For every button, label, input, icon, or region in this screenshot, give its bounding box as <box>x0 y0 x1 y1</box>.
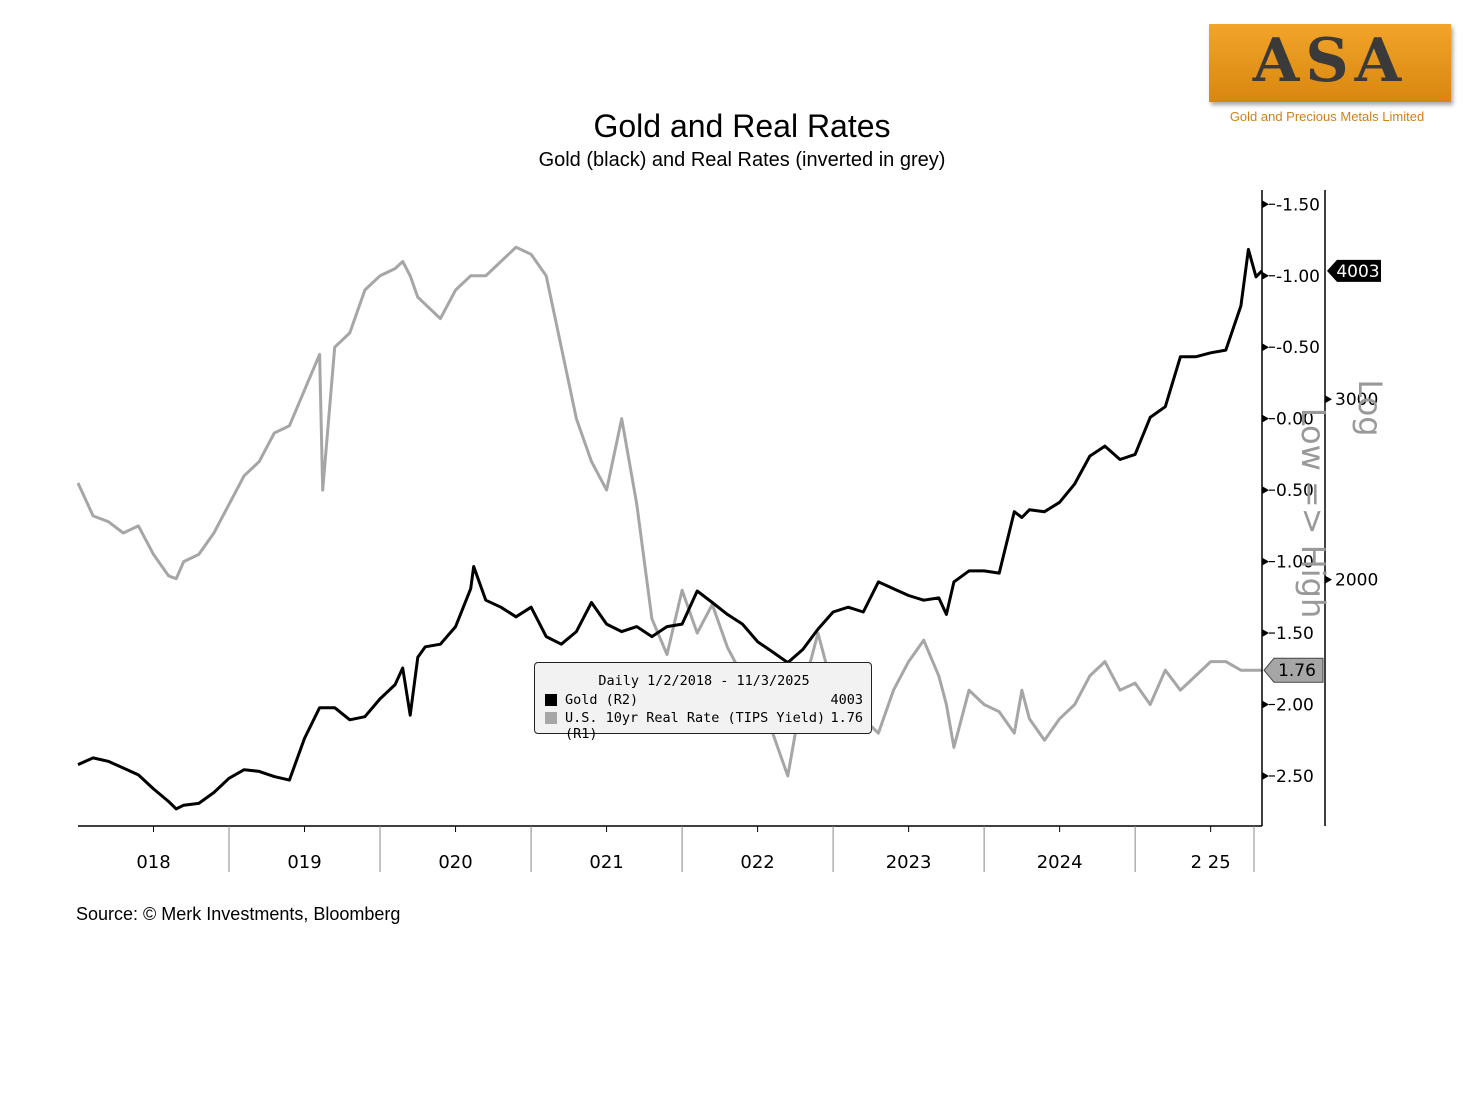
r1-tick-label: -1.00 <box>1276 267 1320 287</box>
x-tick-label: 019 <box>287 852 321 873</box>
legend-name-gold: Gold (R2) <box>565 692 639 708</box>
r1-tick-mark <box>1262 200 1269 209</box>
r2-axis-label: Log <box>1351 379 1389 436</box>
x-tick-label: 022 <box>740 852 774 873</box>
real-rate-last-value-label: 1.76 <box>1278 661 1316 681</box>
real-rate-last-value-tag <box>1263 657 1324 683</box>
logo-tagline: Gold and Precious Metals Limited <box>1229 109 1425 124</box>
legend-name-real-rate: U.S. 10yr Real Rate (TIPS Yield) (R1) <box>565 710 826 742</box>
legend-swatch-gold <box>545 694 557 706</box>
r1-tick-label: 1.50 <box>1276 624 1314 644</box>
r1-tick-label: 0.00 <box>1276 410 1314 430</box>
legend-value-real-rate: 1.76 <box>830 710 863 726</box>
r1-tick-mark <box>1262 629 1269 638</box>
chart-subtitle: Gold (black) and Real Rates (inverted in… <box>538 149 946 171</box>
r1-tick-mark <box>1262 271 1269 280</box>
logo-text: ASA <box>1252 26 1408 96</box>
x-tick-label: 2 25 <box>1191 852 1231 873</box>
r2-tick-label: 3000 <box>1335 390 1378 410</box>
legend-header: Daily 1/2/2018 - 11/3/2025 <box>598 673 810 689</box>
r1-tick-mark <box>1262 557 1269 566</box>
r1-tick-mark <box>1262 700 1269 709</box>
r1-tick-mark <box>1262 414 1269 423</box>
r1-axis-label: Low => High <box>1294 408 1332 619</box>
x-tick-label: 2023 <box>886 852 932 873</box>
r1-tick-label: 2.00 <box>1276 696 1314 716</box>
gold-line <box>77 247 1264 811</box>
x-tick-label: 018 <box>136 852 170 873</box>
legend-item-gold: Gold (R2) 4003 <box>545 692 863 710</box>
legend-swatch-real-rate <box>545 712 557 724</box>
x-tick-label: 021 <box>589 852 623 873</box>
r1-tick-mark <box>1262 343 1269 352</box>
r1-tick-label: -0.50 <box>1276 338 1320 358</box>
real-rate-line <box>76 245 1262 778</box>
legend-item-real-rate: U.S. 10yr Real Rate (TIPS Yield) (R1) 1.… <box>545 710 863 742</box>
legend-value-gold: 4003 <box>830 692 863 708</box>
chart-legend: Daily 1/2/2018 - 11/3/2025 Gold (R2) 400… <box>534 662 872 742</box>
r2-tick-mark <box>1325 575 1332 584</box>
source-note: Source: © Merk Investments, Bloomberg <box>76 904 401 924</box>
r2-tick-mark <box>1325 395 1332 404</box>
r1-tick-label: 1.00 <box>1276 553 1314 573</box>
r1-tick-mark <box>1262 771 1269 780</box>
x-tick-label: 020 <box>438 852 472 873</box>
gold-last-value-tag <box>1327 259 1381 282</box>
r1-tick-label: 2.50 <box>1276 767 1314 787</box>
chart-title: Gold and Real Rates <box>593 108 891 144</box>
r1-tick-label: -1.50 <box>1276 195 1320 215</box>
x-tick-label: 2024 <box>1037 852 1083 873</box>
gold-last-value-label: 4003 <box>1336 262 1379 282</box>
asa-logo: ASA <box>1209 24 1451 102</box>
r1-tick-label: 0.50 <box>1276 481 1314 501</box>
r1-tick-mark <box>1262 486 1269 495</box>
r2-tick-label: 2000 <box>1335 571 1378 591</box>
